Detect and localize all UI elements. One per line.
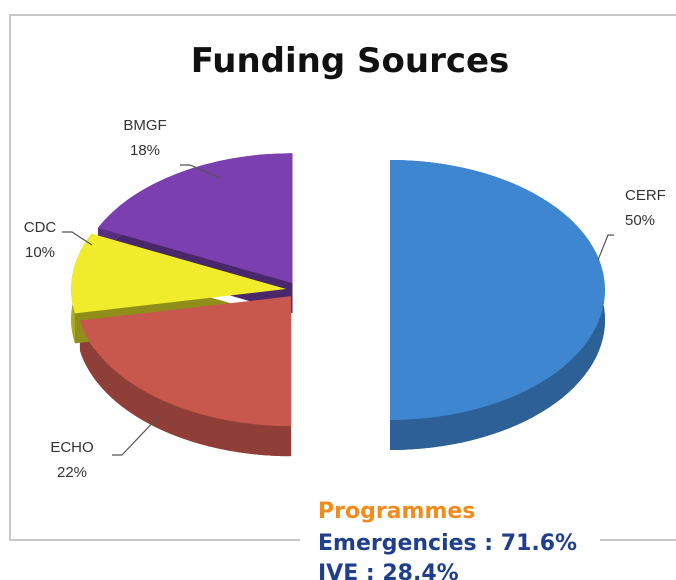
leader-line (112, 414, 161, 456)
slice-value-label: 10% (25, 244, 55, 261)
slice-value-label: 18% (130, 142, 160, 159)
leader-line (597, 234, 614, 261)
slice (79, 296, 292, 427)
slice-side (79, 320, 292, 457)
slice-label: CERF (625, 187, 666, 204)
annotation-line: Emergencies : 71.6% (318, 531, 577, 556)
slice (71, 233, 287, 314)
leader-line (62, 231, 93, 246)
leader-line (180, 164, 221, 179)
annotation-line: IVE : 28.4% (318, 561, 459, 580)
slice-label: CDC (24, 219, 57, 236)
annotation-heading: Programmes (318, 499, 475, 524)
slice (390, 160, 605, 420)
slice-value-label: 22% (57, 464, 87, 481)
slice (97, 153, 293, 284)
slice-label: ECHO (50, 439, 93, 456)
frame (9, 14, 676, 541)
slice-value-label: 50% (625, 212, 655, 229)
slice-label: BMGF (123, 117, 166, 134)
chart-title: Funding Sources (191, 41, 510, 81)
